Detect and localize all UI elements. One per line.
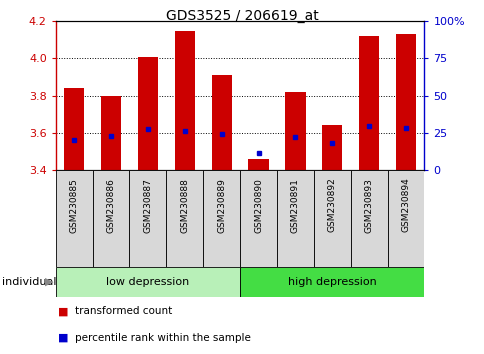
Text: individual: individual	[2, 277, 57, 287]
Text: GSM230887: GSM230887	[143, 178, 152, 233]
Text: GSM230891: GSM230891	[290, 178, 299, 233]
Bar	[101, 96, 121, 170]
Bar	[92, 170, 129, 267]
Bar	[285, 92, 305, 170]
Bar	[395, 34, 415, 170]
Text: GSM230886: GSM230886	[106, 178, 115, 233]
Text: GSM230885: GSM230885	[70, 178, 78, 233]
Bar	[350, 170, 387, 267]
Bar	[276, 170, 313, 267]
Bar	[313, 170, 350, 267]
Bar	[240, 170, 276, 267]
Text: ■: ■	[58, 333, 69, 343]
Text: percentile rank within the sample: percentile rank within the sample	[75, 333, 251, 343]
Text: GSM230892: GSM230892	[327, 178, 336, 233]
Text: high depression: high depression	[287, 277, 376, 287]
Bar	[174, 30, 195, 170]
Bar	[203, 170, 240, 267]
Text: low depression: low depression	[106, 277, 189, 287]
Text: transformed count: transformed count	[75, 306, 172, 316]
Bar	[211, 75, 231, 170]
Text: ▶: ▶	[45, 277, 53, 287]
Bar	[137, 57, 158, 170]
Bar	[56, 267, 240, 297]
Bar	[248, 159, 268, 170]
Bar	[358, 36, 378, 170]
Text: ■: ■	[58, 306, 69, 316]
Bar	[387, 170, 424, 267]
Bar	[56, 170, 92, 267]
Bar	[321, 125, 342, 170]
Text: GSM230888: GSM230888	[180, 178, 189, 233]
Text: GSM230894: GSM230894	[401, 178, 409, 233]
Text: GSM230890: GSM230890	[254, 178, 262, 233]
Bar	[240, 267, 424, 297]
Text: GSM230893: GSM230893	[364, 178, 373, 233]
Bar	[64, 88, 84, 170]
Bar	[166, 170, 203, 267]
Bar	[129, 170, 166, 267]
Text: GDS3525 / 206619_at: GDS3525 / 206619_at	[166, 9, 318, 23]
Text: GSM230889: GSM230889	[217, 178, 226, 233]
